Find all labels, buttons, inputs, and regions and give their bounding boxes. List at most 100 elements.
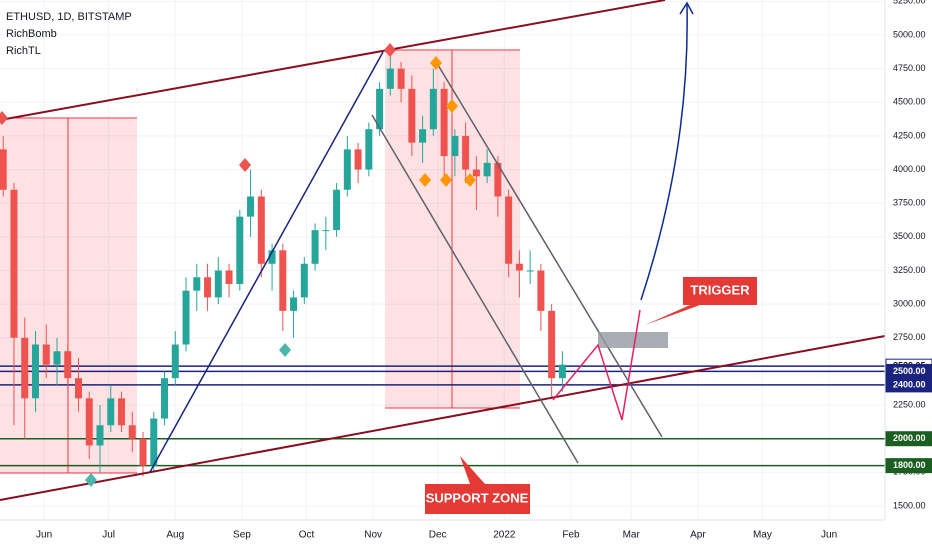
signal: [464, 173, 476, 187]
candles: [0, 52, 566, 477]
y-tick-label: 3500.00: [893, 231, 926, 241]
x-tick-label: Dec: [429, 530, 447, 541]
level-label: 2000.00: [893, 433, 926, 443]
candle-body: [354, 149, 362, 170]
projection-arrow: [640, 4, 688, 301]
candle-body: [21, 337, 29, 399]
signal: [430, 56, 442, 70]
indicator: RichBomb: [6, 28, 57, 40]
candle-body: [247, 196, 255, 217]
candle-body: [397, 68, 405, 89]
channel-line: [0, 0, 666, 121]
trend-line: [434, 59, 663, 438]
symbol: ETHUSD, 1D, BITSTAMP: [6, 11, 132, 23]
candle-body: [548, 310, 556, 379]
level-label: 2400.00: [893, 379, 926, 389]
channel-line: [0, 335, 886, 501]
trend-arrow: [149, 51, 384, 473]
candle-body: [462, 135, 470, 170]
x-tick-label: Jun: [36, 530, 52, 541]
candle-body: [214, 270, 222, 298]
y-tick-label: 1500.00: [893, 500, 926, 510]
level-box: [885, 458, 932, 474]
projection: [552, 309, 641, 421]
axes: 1500.001750.002000.002250.002500.002750.…: [36, 0, 932, 541]
candle-body: [419, 129, 427, 143]
x-tick-label: Nov: [364, 530, 382, 541]
candle-body: [182, 290, 190, 345]
signal: [440, 173, 452, 187]
level-label: 2500.00: [893, 366, 926, 376]
levels: [0, 365, 885, 467]
candle-body: [268, 250, 276, 264]
candle-body: [96, 425, 104, 446]
x-tick-label: Oct: [299, 530, 315, 541]
candle-body: [85, 398, 93, 446]
x-tick-label: May: [753, 530, 772, 541]
support-callout: [425, 456, 530, 514]
candle-body: [74, 378, 82, 399]
signal: [419, 173, 431, 187]
candle-body: [386, 68, 394, 89]
candle-body: [0, 149, 7, 190]
candle-body: [537, 270, 545, 311]
candle-body: [171, 344, 179, 379]
y-tick-label: 4500.00: [893, 97, 926, 107]
candle-body: [118, 398, 126, 426]
candle-body: [204, 277, 212, 298]
x-tick-label: Jun: [821, 530, 837, 541]
x-tick-label: Aug: [166, 530, 184, 541]
candle-body: [236, 216, 244, 284]
trigger-callout: [645, 277, 757, 325]
candle-body: [31, 344, 39, 399]
signal: [446, 99, 458, 113]
trigger-box: [598, 332, 668, 348]
candle-body: [505, 196, 513, 264]
y-tick-label: 4750.00: [893, 63, 926, 73]
x-tick-label: Feb: [562, 530, 580, 541]
candle-body: [515, 263, 523, 271]
candle-body: [333, 189, 341, 231]
candle-body: [193, 277, 201, 291]
candle-body: [558, 364, 566, 379]
support-label: SUPPORT ZONE: [426, 490, 529, 505]
candle-body: [225, 270, 233, 284]
candle-body: [526, 270, 534, 272]
candle-body: [257, 196, 265, 264]
candle-body: [483, 162, 491, 177]
signal: [384, 43, 396, 57]
signal: [239, 158, 251, 172]
y-tick-label: 2250.00: [893, 399, 926, 409]
signal: [279, 343, 291, 357]
y-tick-label: 5250.00: [893, 0, 926, 6]
candle-body: [440, 88, 448, 157]
trend-line: [371, 114, 579, 464]
y-tick-label: 3000.00: [893, 299, 926, 309]
arrow-head: [679, 1, 694, 15]
x-tick-label: Jul: [102, 530, 115, 541]
candle-body: [10, 189, 18, 338]
candle-body: [365, 129, 373, 170]
y-tick-label: 3250.00: [893, 265, 926, 275]
y-tick-label: 3750.00: [893, 198, 926, 208]
x-tick-label: Sep: [233, 530, 251, 541]
diamonds: [0, 43, 476, 487]
candle-body: [429, 88, 437, 130]
candle-body: [300, 263, 308, 298]
candle-body: [150, 418, 158, 466]
indicator: RichTL: [6, 45, 41, 57]
y-tick-label: 4250.00: [893, 130, 926, 140]
candle-body: [290, 297, 298, 311]
trigger-label: TRIGGER: [690, 282, 750, 297]
candle-body: [161, 378, 169, 419]
y-tick-label: 4000.00: [893, 164, 926, 174]
candle-body: [311, 230, 319, 264]
candle-body: [42, 344, 50, 365]
candle-body: [128, 425, 136, 439]
candle-body: [322, 230, 330, 232]
candle-body: [279, 250, 287, 311]
y-tick-label: 2750.00: [893, 332, 926, 342]
x-tick-label: Apr: [690, 530, 706, 541]
x-tick-label: Mar: [623, 530, 641, 541]
